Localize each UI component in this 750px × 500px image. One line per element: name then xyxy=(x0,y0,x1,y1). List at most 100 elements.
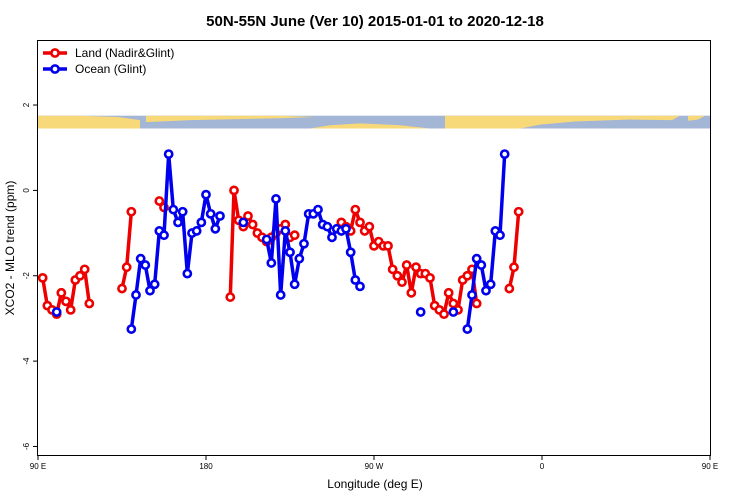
x-tick-label: 90 E xyxy=(702,462,718,471)
data-point xyxy=(126,324,137,334)
series-0 xyxy=(37,185,524,320)
y-tick-label: -2 xyxy=(22,272,31,280)
data-point xyxy=(191,226,202,236)
y-tick-label: -4 xyxy=(22,357,31,365)
legend-label: Land (Nadir&Glint) xyxy=(75,46,174,60)
legend-item: Ocean (Glint) xyxy=(43,62,146,76)
land-ocean-strip xyxy=(38,115,710,129)
data-point xyxy=(238,217,249,228)
data-point xyxy=(504,283,515,294)
x-tick-label: 180 xyxy=(199,462,213,471)
data-point xyxy=(481,285,491,296)
data-point xyxy=(462,324,473,334)
data-point xyxy=(345,247,356,258)
data-point xyxy=(177,206,188,217)
land-strip xyxy=(38,115,140,129)
data-point xyxy=(201,189,211,200)
data-point xyxy=(121,262,132,273)
series-line xyxy=(129,152,222,330)
data-point xyxy=(275,290,286,300)
series-line xyxy=(120,211,134,289)
chart-title: 50N-55N June (Ver 10) 2015-01-01 to 2020… xyxy=(206,13,544,30)
y-tick-label: -6 xyxy=(22,442,31,450)
data-point xyxy=(443,287,454,298)
data-point xyxy=(485,279,496,290)
data-point xyxy=(154,196,165,206)
data-point xyxy=(471,253,482,264)
data-point xyxy=(495,230,505,241)
legend-label: Ocean (Glint) xyxy=(75,62,146,76)
data-point xyxy=(415,307,426,317)
data-point xyxy=(205,208,216,219)
data-point xyxy=(406,287,417,298)
data-point xyxy=(229,185,239,196)
data-point xyxy=(196,217,207,228)
data-point xyxy=(392,270,403,281)
x-tick-label: 90 W xyxy=(365,462,384,471)
data-point xyxy=(182,268,193,279)
data-point xyxy=(411,262,421,273)
y-axis-label: XCO2 - MLO trend (ppm) xyxy=(3,181,17,316)
data-point xyxy=(37,272,48,283)
data-point xyxy=(439,309,449,320)
data-point xyxy=(383,240,393,251)
data-point xyxy=(355,281,365,292)
data-point xyxy=(131,290,141,300)
y-tick-label: 0 xyxy=(22,188,31,193)
x-tick-label: 90 E xyxy=(30,462,46,471)
data-point xyxy=(467,290,477,300)
data-point xyxy=(61,296,71,307)
data-point xyxy=(117,283,127,294)
series-layer xyxy=(37,149,524,334)
data-point xyxy=(159,230,169,241)
land-strip xyxy=(445,115,680,129)
data-point xyxy=(243,211,253,221)
data-point xyxy=(65,304,76,315)
data-point xyxy=(355,217,365,228)
data-point xyxy=(271,194,281,204)
data-point xyxy=(247,219,258,230)
data-point xyxy=(285,247,295,258)
data-point xyxy=(135,253,146,264)
data-point xyxy=(261,234,272,245)
data-point xyxy=(289,279,300,290)
data-point xyxy=(513,206,524,217)
x-axis-label: Longitude (deg E) xyxy=(327,477,422,491)
data-point xyxy=(168,204,179,215)
data-point xyxy=(210,223,221,234)
data-point xyxy=(462,270,473,281)
data-point xyxy=(401,260,412,270)
data-point xyxy=(299,238,309,249)
y-tick-label: 2 xyxy=(22,102,31,107)
data-point xyxy=(289,230,300,241)
data-point xyxy=(145,285,155,296)
data-point xyxy=(322,221,333,232)
data-point xyxy=(294,253,305,264)
land-strip xyxy=(310,123,430,129)
data-point xyxy=(75,270,85,281)
data-point xyxy=(173,217,183,228)
data-point xyxy=(327,232,337,243)
legend-marker xyxy=(50,48,60,58)
data-point xyxy=(225,292,236,302)
land-strip xyxy=(688,115,705,121)
data-point xyxy=(509,262,519,273)
data-point xyxy=(266,258,277,268)
data-point xyxy=(341,223,351,234)
data-point xyxy=(448,307,459,317)
data-point xyxy=(149,279,160,290)
data-point xyxy=(350,275,361,285)
data-point xyxy=(215,211,225,221)
data-point xyxy=(126,206,137,217)
legend: Land (Nadir&Glint) Ocean (Glint) xyxy=(43,46,174,76)
data-point xyxy=(476,260,487,270)
data-point xyxy=(471,298,482,309)
data-point xyxy=(350,204,361,215)
axis-layer: 90 E 180 90 W 0 90 E 2 0 -2 -4 -6 xyxy=(22,102,718,471)
data-point xyxy=(280,226,291,236)
data-point xyxy=(364,221,375,232)
data-point xyxy=(51,307,62,317)
x-tick-label: 0 xyxy=(540,462,545,471)
legend-item: Land (Nadir&Glint) xyxy=(43,46,174,60)
